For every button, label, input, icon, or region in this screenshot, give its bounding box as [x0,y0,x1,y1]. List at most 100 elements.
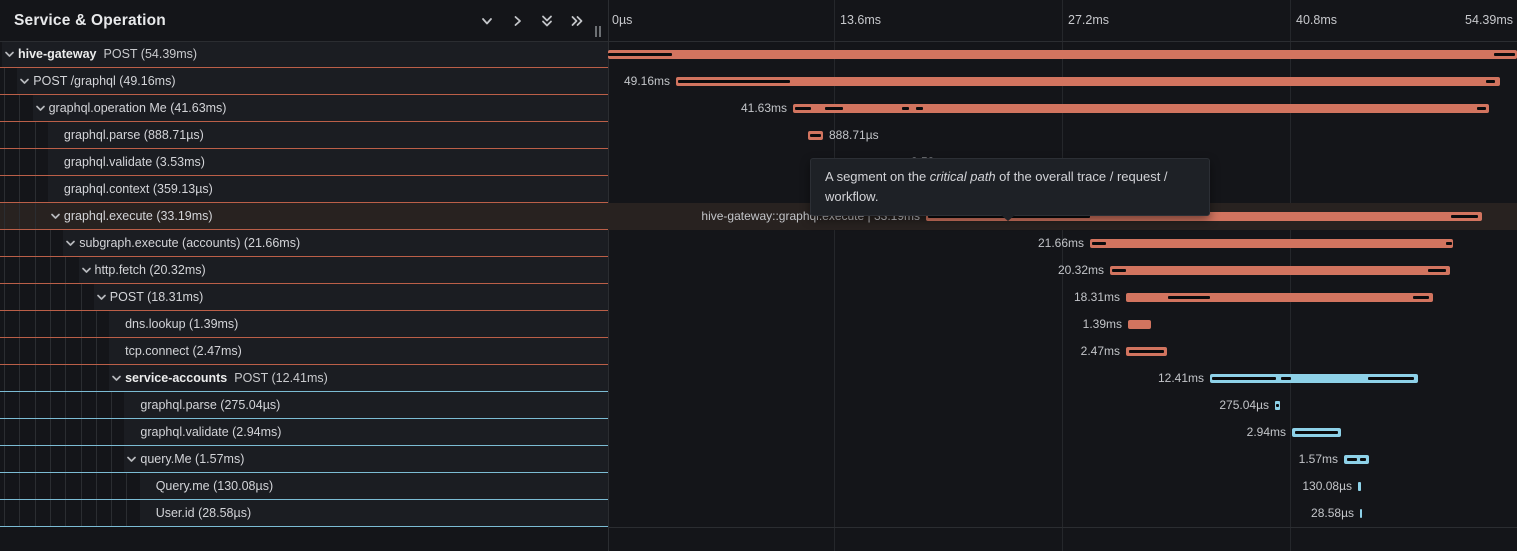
span-duration-bar[interactable] [676,77,1500,86]
span-bar-cell[interactable]: 21.66ms [608,230,1517,257]
critical-path-segment[interactable] [1212,377,1276,380]
span-tree-cell[interactable]: graphql.execute (33.19ms) [0,203,608,230]
trace-row[interactable]: POST /graphql (49.16ms) 49.16ms [0,68,1517,95]
critical-path-segment[interactable] [1413,296,1429,299]
critical-path-segment[interactable] [1486,80,1495,83]
span-duration-bar[interactable] [1210,374,1418,383]
span-bar-cell[interactable]: 49.16ms [608,68,1517,95]
span-tree-cell[interactable]: hive-gateway POST (54.39ms) [0,41,608,68]
trace-row[interactable]: Query.me (130.08µs) 130.08µs [0,473,1517,500]
span-bar-cell[interactable]: 20.32ms [608,257,1517,284]
critical-path-segment[interactable] [1368,377,1414,380]
trace-row[interactable]: User.id (28.58µs) 28.58µs [0,500,1517,527]
chevron-right-icon[interactable] [510,14,524,28]
trace-row[interactable]: service-accounts POST (12.41ms) 12.41ms [0,365,1517,392]
span-tree-cell[interactable]: User.id (28.58µs) [0,500,608,527]
critical-path-segment[interactable] [795,107,811,110]
span-bar-cell[interactable]: 2.47ms [608,338,1517,365]
span-duration-bar[interactable] [1360,509,1362,518]
span-tree-cell[interactable]: query.Me (1.57ms) [0,446,608,473]
span-tree-cell[interactable]: POST (18.31ms) [0,284,608,311]
expand-chevron-down-icon[interactable] [111,373,122,384]
span-bar-cell[interactable]: 275.04µs [608,392,1517,419]
span-bar-cell[interactable]: 2.94ms [608,419,1517,446]
trace-row[interactable]: http.fetch (20.32ms) 20.32ms [0,257,1517,284]
column-resize-handle[interactable] [594,26,602,37]
critical-path-segment[interactable] [825,107,843,110]
span-bar-cell[interactable]: 1.57ms [608,446,1517,473]
critical-path-segment[interactable] [1451,215,1478,218]
critical-path-segment[interactable] [1428,269,1446,272]
critical-path-segment[interactable] [916,107,923,110]
expand-chevron-down-icon[interactable] [81,265,92,276]
critical-path-segment[interactable] [1295,431,1338,434]
span-tree-cell[interactable]: graphql.context (359.13µs) [0,176,608,203]
trace-row[interactable]: tcp.connect (2.47ms) 2.47ms [0,338,1517,365]
span-bar-cell[interactable]: 28.58µs [608,500,1517,527]
critical-path-segment[interactable] [1347,458,1357,461]
chevron-down-icon[interactable] [480,14,494,28]
trace-row[interactable]: graphql.execute (33.19ms) hive-gateway::g… [0,203,1517,230]
critical-path-segment[interactable] [1360,458,1366,461]
critical-path-segment[interactable] [1281,377,1291,380]
double-chevron-down-icon[interactable] [540,14,554,28]
span-duration-bar[interactable] [1110,266,1450,275]
critical-path-segment[interactable] [1276,404,1279,407]
span-duration-bar[interactable] [1126,293,1433,302]
span-tree-cell[interactable]: dns.lookup (1.39ms) [0,311,608,338]
critical-path-segment[interactable] [1477,107,1486,110]
critical-path-segment[interactable] [810,134,821,137]
expand-chevron-down-icon[interactable] [35,103,46,114]
critical-path-segment[interactable] [1112,269,1126,272]
critical-path-segment[interactable] [1494,53,1515,56]
expand-chevron-down-icon[interactable] [19,76,30,87]
span-tree-cell[interactable]: Query.me (130.08µs) [0,473,608,500]
trace-row[interactable]: graphql.context (359.13µs)359.13µs [0,176,1517,203]
trace-row[interactable]: subgraph.execute (accounts) (21.66ms) 21.… [0,230,1517,257]
trace-row[interactable]: graphql.parse (275.04µs) 275.04µs [0,392,1517,419]
critical-path-segment[interactable] [1092,242,1106,245]
trace-row[interactable]: graphql.validate (2.94ms) 2.94ms [0,419,1517,446]
span-tree-cell[interactable]: graphql.parse (888.71µs) [0,122,608,149]
critical-path-segment[interactable] [902,107,909,110]
trace-row[interactable]: hive-gateway POST (54.39ms) [0,41,1517,68]
span-tree-cell[interactable]: graphql.parse (275.04µs) [0,392,608,419]
span-bar-cell[interactable]: 1.39ms [608,311,1517,338]
trace-row[interactable]: graphql.parse (888.71µs) 888.71µs [0,122,1517,149]
span-duration-bar[interactable] [1358,482,1361,491]
span-tree-cell[interactable]: subgraph.execute (accounts) (21.66ms) [0,230,608,257]
span-tree-cell[interactable]: http.fetch (20.32ms) [0,257,608,284]
critical-path-segment[interactable] [678,80,790,83]
trace-row[interactable]: POST (18.31ms) 18.31ms [0,284,1517,311]
span-bar-cell[interactable]: 888.71µs [608,122,1517,149]
trace-row[interactable]: dns.lookup (1.39ms) 1.39ms [0,311,1517,338]
span-bar-cell[interactable]: 12.41ms [608,365,1517,392]
expand-chevron-down-icon[interactable] [50,211,61,222]
critical-path-segment[interactable] [1168,296,1210,299]
trace-row[interactable]: graphql.operation Me (41.63ms) 41.63ms [0,95,1517,122]
critical-path-segment[interactable] [1129,350,1164,353]
span-duration-bar[interactable] [1128,320,1151,329]
expand-chevron-down-icon[interactable] [96,292,107,303]
span-tree-cell[interactable]: tcp.connect (2.47ms) [0,338,608,365]
expand-chevron-down-icon[interactable] [126,454,137,465]
span-duration-bar[interactable] [1090,239,1453,248]
span-bar-cell[interactable] [608,41,1517,68]
span-bar-cell[interactable]: 18.31ms [608,284,1517,311]
span-tree-cell[interactable]: graphql.validate (3.53ms) [0,149,608,176]
span-tree-cell[interactable]: service-accounts POST (12.41ms) [0,365,608,392]
span-bar-cell[interactable]: 130.08µs [608,473,1517,500]
span-tree-cell[interactable]: graphql.operation Me (41.63ms) [0,95,608,122]
expand-chevron-down-icon[interactable] [65,238,76,249]
trace-row[interactable]: graphql.validate (3.53ms)3.53ms [0,149,1517,176]
critical-path-segment[interactable] [608,53,672,56]
span-duration-bar[interactable] [608,50,1517,59]
span-tree-cell[interactable]: POST /graphql (49.16ms) [0,68,608,95]
trace-row[interactable]: query.Me (1.57ms) 1.57ms [0,446,1517,473]
critical-path-segment[interactable] [1446,242,1452,245]
span-bar-cell[interactable]: 41.63ms [608,95,1517,122]
expand-chevron-down-icon[interactable] [4,49,15,60]
span-tree-cell[interactable]: graphql.validate (2.94ms) [0,419,608,446]
span-duration-bar[interactable] [793,104,1489,113]
double-chevron-right-icon[interactable] [570,14,584,28]
